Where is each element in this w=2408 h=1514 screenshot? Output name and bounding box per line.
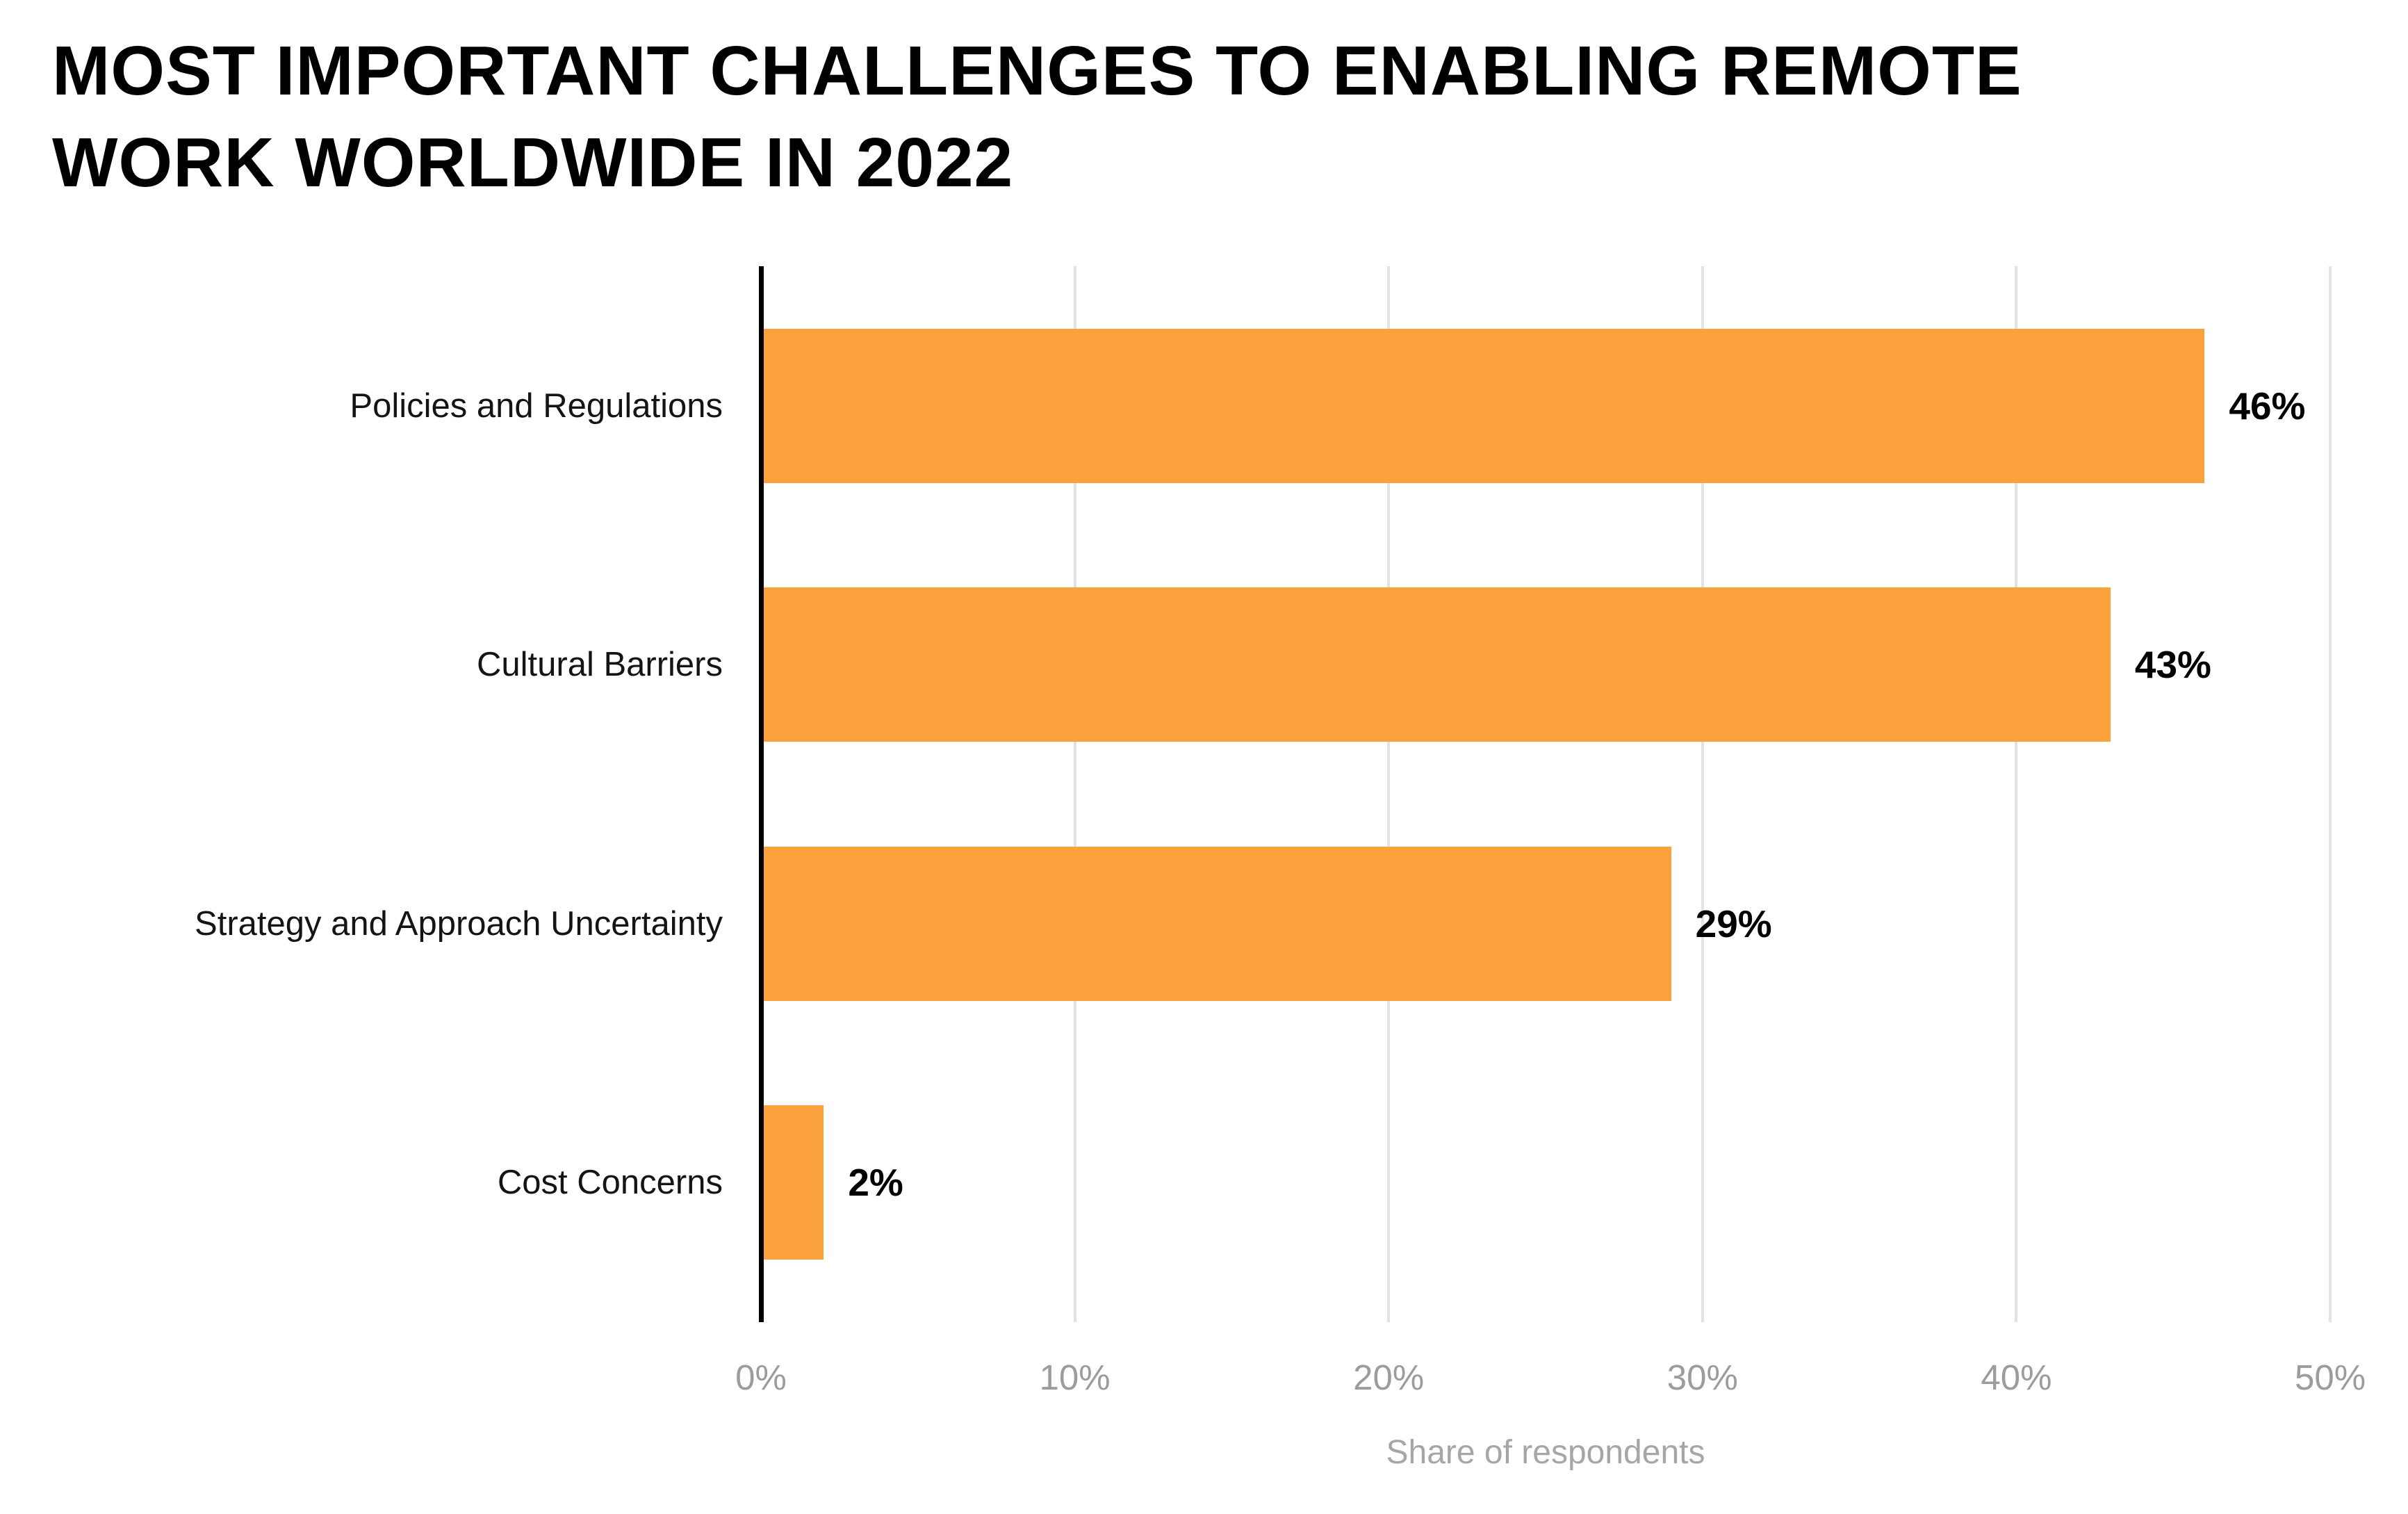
chart-title-line2: WORK WORLDWIDE IN 2022	[52, 124, 1014, 202]
x-tick-label: 40%	[1981, 1358, 2052, 1397]
bar	[761, 1105, 824, 1260]
x-tick-label: 30%	[1666, 1358, 1738, 1397]
plot-area: 46% 43% 29% 2%	[759, 266, 2332, 1322]
category-label: Cost Concerns	[497, 1164, 723, 1201]
gridline-50%	[2329, 266, 2332, 1322]
gridline-40%	[2015, 266, 2018, 1322]
category-label: Strategy and Approach Uncertainty	[195, 905, 723, 943]
y-axis-line	[759, 266, 764, 1322]
gridline-30%	[1701, 266, 1704, 1322]
x-axis-title: Share of respondents	[1386, 1434, 1705, 1471]
bar	[761, 329, 2205, 483]
x-tick-label: 50%	[2294, 1358, 2366, 1397]
chart-title-line1: MOST IMPORTANT CHALLENGES TO ENABLING RE…	[52, 32, 2022, 110]
category-label: Cultural Barriers	[477, 646, 723, 683]
bar	[761, 847, 1671, 1001]
gridline-10%	[1073, 266, 1076, 1322]
category-label: Policies and Regulations	[350, 387, 723, 425]
gridline-20%	[1387, 266, 1391, 1322]
x-tick-label: 20%	[1353, 1358, 1425, 1397]
value-label: 46%	[2229, 384, 2306, 428]
x-tick-label: 10%	[1039, 1358, 1111, 1397]
value-label: 43%	[2134, 643, 2211, 686]
chart-title: MOST IMPORTANT CHALLENGES TO ENABLING RE…	[52, 25, 2022, 209]
x-tick-label: 0%	[735, 1358, 787, 1397]
bar	[761, 587, 2111, 742]
value-label: 29%	[1695, 902, 1772, 945]
value-label: 2%	[848, 1161, 903, 1204]
